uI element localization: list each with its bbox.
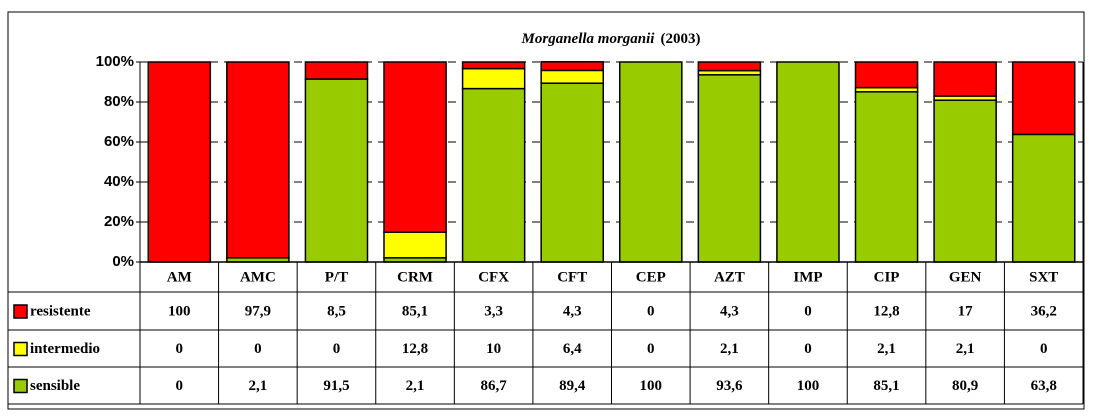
x-tick-label: GEN bbox=[949, 269, 982, 285]
table-value: 4,3 bbox=[563, 303, 582, 319]
table-value: 0 bbox=[647, 303, 655, 319]
legend-swatch bbox=[13, 304, 28, 319]
legend-swatch bbox=[13, 341, 28, 357]
legend-label: sensible bbox=[30, 378, 80, 394]
table-value: 0 bbox=[804, 341, 812, 357]
bar-segment bbox=[697, 74, 762, 263]
legend-label: intermedio bbox=[30, 341, 100, 357]
table-value: 0 bbox=[254, 341, 262, 357]
y-tick-label: 100% bbox=[96, 53, 134, 70]
bar-segment bbox=[933, 61, 997, 97]
table-value: 12,8 bbox=[402, 341, 428, 357]
table-value: 2,1 bbox=[877, 341, 896, 357]
table-value: 100 bbox=[168, 303, 191, 319]
x-tick-label: SXT bbox=[1029, 269, 1058, 285]
table-value: 80,9 bbox=[952, 378, 978, 394]
table-value: 0 bbox=[1040, 341, 1048, 357]
x-tick-label: CRM bbox=[397, 269, 433, 285]
bar-segment bbox=[540, 82, 604, 263]
table-value: 10 bbox=[486, 341, 501, 357]
x-tick-label: AMC bbox=[240, 269, 276, 285]
table-value: 100 bbox=[640, 378, 663, 394]
table-value: 89,4 bbox=[559, 378, 586, 394]
table-value: 100 bbox=[797, 378, 820, 394]
x-tick-label: CFX bbox=[478, 269, 509, 285]
table-value: 8,5 bbox=[327, 303, 346, 319]
y-tick-label: 20% bbox=[104, 213, 134, 230]
x-tick-label: IMP bbox=[793, 269, 822, 285]
table-value: 91,5 bbox=[323, 378, 349, 394]
title-year: (2003) bbox=[660, 31, 700, 47]
table-value: 0 bbox=[176, 378, 184, 394]
table-value: 63,8 bbox=[1031, 378, 1057, 394]
table-value: 85,1 bbox=[402, 303, 428, 319]
bar-segment bbox=[304, 78, 369, 263]
table-value: 2,1 bbox=[720, 341, 739, 357]
bar-segment bbox=[540, 69, 604, 84]
table-value: 12,8 bbox=[873, 303, 899, 319]
table-value: 0 bbox=[647, 341, 655, 357]
bar-segment bbox=[461, 87, 526, 263]
bar-segment bbox=[697, 61, 762, 72]
bar-segment bbox=[461, 67, 526, 90]
chart-title: Morganella morganii (2003) bbox=[521, 31, 701, 47]
table-value: 0 bbox=[176, 341, 184, 357]
x-tick-label: CFT bbox=[557, 269, 587, 285]
table-value: 2,1 bbox=[956, 341, 975, 357]
table-value: 97,9 bbox=[245, 303, 271, 319]
bar-segment bbox=[147, 61, 212, 263]
table-value: 36,2 bbox=[1031, 303, 1057, 319]
table-value: 85,1 bbox=[873, 378, 899, 394]
x-tick-label: AM bbox=[167, 269, 192, 285]
bar-segment bbox=[461, 61, 526, 70]
title-species: Morganella morganii bbox=[521, 31, 656, 47]
bar-segment bbox=[226, 61, 290, 259]
legend-swatch bbox=[13, 378, 28, 394]
table-value: 0 bbox=[804, 303, 812, 319]
table-value: 4,3 bbox=[720, 303, 739, 319]
y-tick-label: 60% bbox=[104, 133, 134, 150]
table-value: 2,1 bbox=[406, 378, 425, 394]
bar-segment bbox=[304, 61, 369, 80]
x-tick-label: AZT bbox=[714, 269, 745, 285]
table-value: 17 bbox=[958, 303, 974, 319]
bar-segment bbox=[619, 61, 683, 263]
bar-segment bbox=[1011, 61, 1076, 136]
bar-segment bbox=[383, 61, 447, 233]
table-value: 2,1 bbox=[249, 378, 268, 394]
table-value: 6,4 bbox=[563, 341, 582, 357]
y-tick-label: 0% bbox=[112, 253, 134, 270]
x-tick-label: CIP bbox=[874, 269, 900, 285]
legend-label: resistente bbox=[30, 303, 91, 319]
y-tick-label: 80% bbox=[104, 93, 134, 110]
bar-segment bbox=[540, 61, 604, 72]
x-tick-label: CEP bbox=[636, 269, 666, 285]
bar-segment bbox=[383, 231, 447, 259]
bar-segment bbox=[1011, 133, 1076, 263]
table-value: 86,7 bbox=[481, 378, 508, 394]
bar-segment bbox=[854, 91, 919, 263]
y-tick-label: 40% bbox=[104, 173, 134, 190]
bar-segment bbox=[776, 61, 840, 263]
x-tick-label: P/T bbox=[325, 269, 348, 285]
bar-segment bbox=[854, 61, 919, 89]
table-value: 3,3 bbox=[484, 303, 503, 319]
bar-segment bbox=[933, 99, 997, 263]
table-value: 93,6 bbox=[716, 378, 743, 394]
table-value: 0 bbox=[333, 341, 341, 357]
